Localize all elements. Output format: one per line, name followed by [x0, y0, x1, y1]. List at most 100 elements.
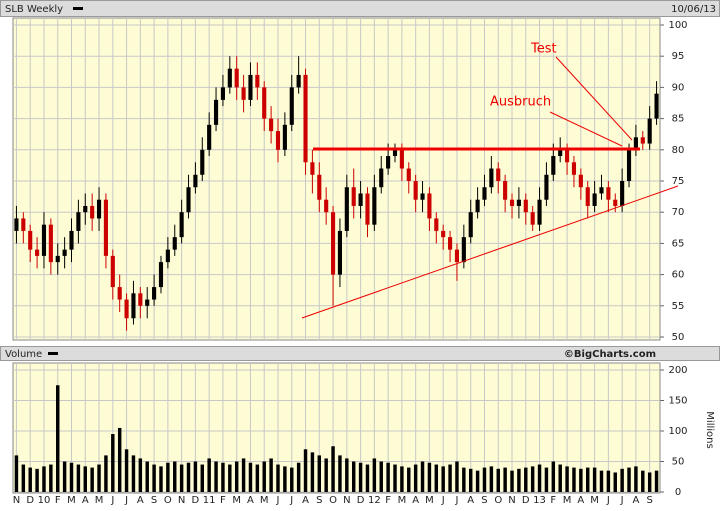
candle-body: [48, 224, 53, 263]
candle-body: [633, 137, 638, 150]
x-tick-label: N: [343, 495, 350, 506]
x-tick-label: M: [95, 495, 104, 506]
candle-body: [571, 162, 577, 175]
volume-bar: [496, 468, 500, 492]
volume-bar: [276, 464, 280, 492]
volume-bar: [627, 467, 631, 492]
candle-body: [647, 118, 652, 144]
volume-bar: [35, 468, 39, 492]
candle-body: [482, 187, 487, 200]
support-line: [301, 185, 679, 319]
candle-body: [317, 174, 322, 200]
candle-body: [558, 149, 563, 157]
x-tick-label: A: [412, 495, 419, 506]
x-tick-label: N: [13, 495, 20, 506]
candle-body: [21, 218, 26, 231]
y-tick-label: 200: [668, 365, 687, 376]
volume-bar: [434, 464, 439, 492]
candle-body: [41, 224, 47, 256]
volume-bar: [255, 464, 260, 492]
candle-body: [96, 199, 102, 219]
x-tick-label: F: [550, 495, 556, 506]
candle-body: [131, 293, 136, 319]
candle-body: [592, 193, 597, 206]
volume-bar: [427, 462, 432, 492]
candle-body: [640, 137, 645, 144]
y-tick-label: 75: [672, 176, 685, 187]
x-tick-label: S: [646, 495, 652, 506]
y-axis-label: Millions: [704, 411, 715, 448]
candle-body: [262, 87, 267, 119]
candle-body: [213, 99, 219, 125]
volume-bar: [386, 462, 390, 492]
volume-bar: [97, 464, 101, 492]
volume-bar: [317, 455, 322, 492]
volume-bar: [524, 467, 528, 492]
candle-body: [90, 205, 95, 219]
y-tick-label: 55: [672, 301, 685, 312]
volume-bar: [296, 462, 301, 492]
volume-bar: [530, 466, 535, 492]
volume-header: [0, 346, 720, 361]
candle-body: [413, 181, 418, 200]
volume-bar: [441, 466, 445, 492]
candle-body: [337, 230, 343, 275]
candle-body: [496, 168, 501, 181]
volume-bar: [179, 464, 184, 492]
candle-body: [585, 187, 590, 206]
candle-body: [379, 168, 384, 188]
candle-body: [289, 87, 294, 125]
candle-body: [392, 149, 398, 157]
volume-bar: [372, 458, 377, 492]
volume-bar: [248, 462, 253, 492]
volume-bar: [613, 472, 617, 492]
candle-body: [234, 68, 239, 88]
x-tick-label: D: [522, 495, 530, 506]
volume-bar: [186, 462, 191, 492]
x-tick-label: J: [620, 495, 624, 506]
candle-body: [55, 255, 60, 263]
volume-bar: [654, 470, 659, 492]
y-tick-label: 100: [668, 426, 687, 437]
x-tick-label: F: [220, 495, 226, 506]
copyright: ©BigCharts.com: [564, 349, 656, 360]
x-tick-label: A: [137, 495, 144, 506]
volume-bar: [42, 466, 46, 492]
legend-swatch: [73, 7, 83, 10]
volume-bar: [420, 461, 425, 492]
volume-bar: [310, 452, 315, 492]
candle-body: [358, 193, 363, 206]
volume-bar: [193, 461, 198, 492]
volume-bar: [207, 458, 211, 492]
price-panel: [12, 17, 661, 341]
candle-body: [83, 205, 88, 213]
x-tick-label: O: [164, 495, 172, 506]
x-tick-label: M: [67, 495, 76, 506]
volume-bar: [400, 466, 404, 492]
candle-body: [606, 187, 611, 200]
x-tick-label: 12: [368, 495, 381, 506]
candle-body: [523, 199, 528, 213]
volume-bar: [592, 467, 597, 492]
candle-body: [565, 149, 570, 163]
y-tick-label: 85: [672, 114, 685, 125]
volume-bar: [517, 468, 521, 492]
candle-body: [654, 93, 659, 119]
candle-body: [537, 199, 542, 225]
volume-bar: [152, 464, 156, 492]
volume-bar: [345, 458, 349, 492]
candle-body: [152, 287, 157, 300]
x-tick-label: D: [192, 495, 200, 506]
x-tick-label: J: [441, 495, 445, 506]
candle-body: [14, 218, 19, 231]
candle-body: [461, 237, 466, 263]
y-tick-label: 50: [672, 332, 685, 343]
volume-bar: [544, 467, 549, 492]
candle-body: [468, 212, 473, 238]
x-tick-label: N: [508, 495, 515, 506]
volume-bar: [283, 466, 287, 492]
x-tick-label: J: [110, 495, 114, 506]
